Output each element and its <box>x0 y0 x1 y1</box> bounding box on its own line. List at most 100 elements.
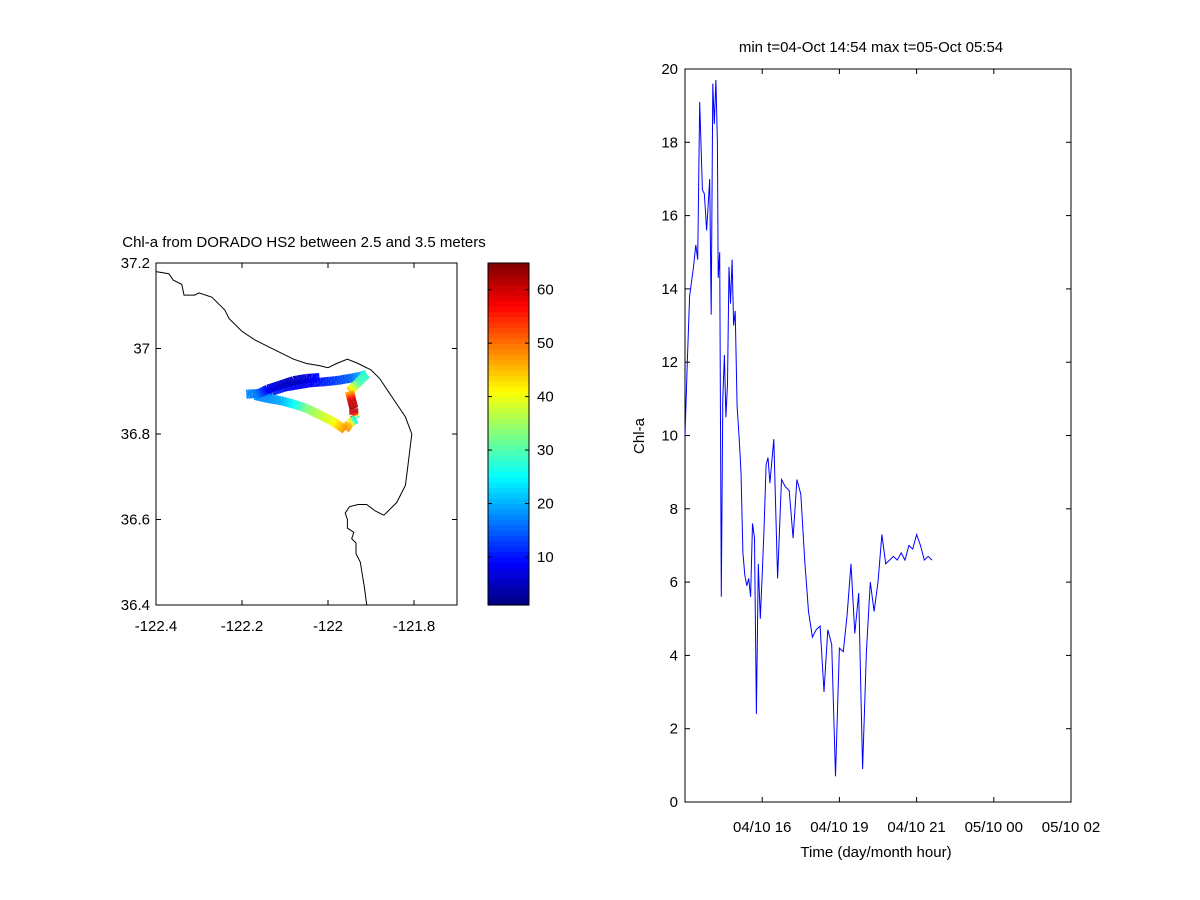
track-segment <box>349 383 357 392</box>
colorbar-cell <box>488 562 529 569</box>
track-segment <box>285 377 291 387</box>
track-segment <box>307 405 314 415</box>
track-segment <box>347 418 354 427</box>
track-segment <box>361 372 369 380</box>
track-segment <box>277 380 283 390</box>
colorbar-cell <box>488 300 529 307</box>
track-segment <box>351 381 360 390</box>
chart-y-tick-labels: 0 2 4 6 8 10 12 14 16 18 20 <box>661 61 678 811</box>
track-segment <box>349 417 356 426</box>
colorbar: 10 20 30 40 50 60 <box>487 262 554 606</box>
colorbar-cell <box>488 311 529 318</box>
chart-y-tick-label: 20 <box>661 61 678 78</box>
colorbar-cell <box>488 519 529 526</box>
track-segment <box>325 414 332 424</box>
colorbar-cell <box>488 487 529 494</box>
track-segment <box>319 411 325 421</box>
colorbar-cell <box>488 327 529 334</box>
colorbar-tick-label: 10 <box>537 549 554 566</box>
chart-title: min t=04-Oct 14:54 max t=05-Oct 05:54 <box>739 39 1003 56</box>
track-segment <box>351 416 357 425</box>
colorbar-cell <box>488 380 529 387</box>
colorbar-cell <box>488 263 529 269</box>
track-segment <box>352 380 361 389</box>
colorbar-cell <box>488 353 529 360</box>
colorbar-cell <box>488 503 529 510</box>
track-segment <box>347 385 355 394</box>
chart-y-tick-label: 12 <box>661 354 678 371</box>
colorbar-cell <box>488 572 529 579</box>
track-segment <box>320 412 327 422</box>
chart-y-tick-label: 2 <box>670 721 678 738</box>
colorbar-cell <box>488 337 529 344</box>
line-chart-panel: min t=04-Oct 14:54 max t=05-Oct 05:54 0 2… <box>631 39 1100 861</box>
track-segment <box>282 378 287 389</box>
map-x-tick-label: -122.2 <box>221 618 264 635</box>
colorbar-tick-label: 50 <box>537 335 554 352</box>
colorbar-cell <box>488 450 529 456</box>
track-segment <box>334 420 342 430</box>
colorbar-cell <box>488 295 529 302</box>
colorbar-cell <box>488 391 529 398</box>
colorbar-cell <box>488 583 529 590</box>
track-segment <box>303 403 308 413</box>
track-segment <box>274 381 279 391</box>
track-segment <box>360 373 368 381</box>
track-segment <box>342 425 351 432</box>
track-segment <box>353 379 362 387</box>
map-ticks <box>155 263 457 605</box>
chart-x-tick-label: 05/10 00 <box>965 819 1023 836</box>
track-segment <box>267 383 273 393</box>
colorbar-cell <box>488 321 529 328</box>
track-segment <box>293 400 299 410</box>
track-segment <box>256 389 262 398</box>
map-y-tick-label: 36.8 <box>121 426 150 443</box>
track-segment <box>279 380 284 390</box>
colorbar-cell <box>488 385 529 392</box>
track-segment <box>272 382 278 392</box>
colorbar-cell <box>488 305 529 312</box>
track-segment <box>341 426 350 433</box>
chart-y-tick-label: 10 <box>661 428 678 445</box>
chart-y-tick-label: 18 <box>661 134 678 151</box>
track-segment <box>339 423 347 433</box>
colorbar-cell <box>488 599 529 606</box>
track-segment <box>314 409 320 418</box>
track-segment <box>358 375 366 383</box>
colorbar-cell <box>488 498 529 505</box>
colorbar-cell <box>488 401 529 408</box>
colorbar-cell <box>488 423 529 430</box>
colorbar-cell <box>488 594 529 601</box>
colorbar-cell <box>488 466 529 473</box>
track-segment <box>310 407 317 417</box>
track-segment <box>333 419 340 429</box>
chart-y-tick-label: 14 <box>661 281 678 298</box>
colorbar-cell <box>488 316 529 323</box>
track-segment <box>356 377 364 385</box>
colorbar-cell <box>488 476 529 483</box>
chart-ticks <box>685 69 1071 802</box>
colorbar-tick-label: 30 <box>537 442 554 459</box>
chart-axes-frame <box>684 68 1072 803</box>
map-y-tick-label: 36.4 <box>121 597 150 614</box>
colorbar-cell <box>488 396 529 403</box>
track-segment <box>315 409 322 419</box>
colorbar-cell <box>488 444 529 451</box>
track-segment <box>329 417 337 426</box>
track-segment <box>254 389 261 399</box>
colorbar-cell <box>488 471 529 478</box>
track-segment <box>301 403 307 413</box>
colorbar-cell <box>488 412 529 419</box>
colorbar-tick-label: 40 <box>537 389 554 406</box>
track-segment <box>304 404 311 414</box>
track-segment <box>288 376 294 386</box>
colorbar-cell <box>488 492 529 499</box>
colorbar-cell <box>488 375 529 382</box>
colorbar-cell <box>488 289 529 296</box>
chart-x-tick-label: 05/10 02 <box>1042 819 1100 836</box>
track-segment <box>348 417 355 426</box>
colorbar-cell <box>488 348 529 355</box>
chart-y-tick-label: 0 <box>670 794 678 811</box>
chart-y-axis-label: Chl-a <box>631 417 648 454</box>
track-segment <box>351 415 358 424</box>
